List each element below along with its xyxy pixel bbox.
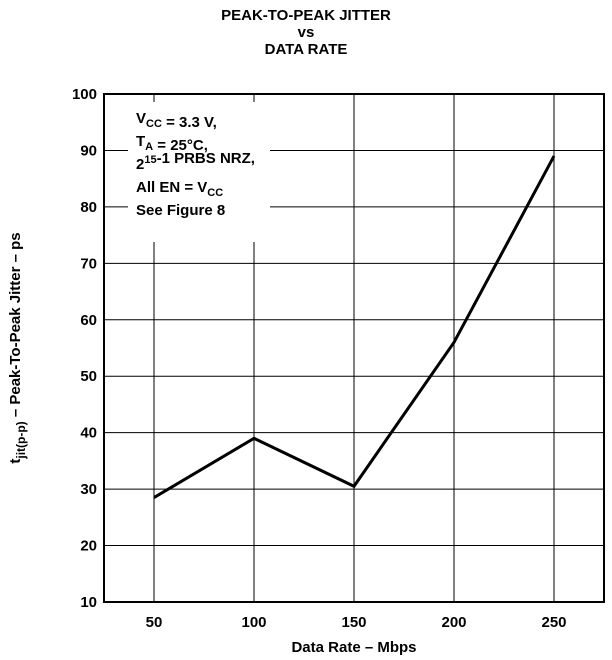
y-tick-label-20: 20 [80, 538, 97, 555]
y-tick-label-40: 40 [80, 425, 97, 442]
x-axis-label: Data Rate – Mbps [291, 639, 416, 656]
x-tick-label-100: 100 [241, 614, 266, 631]
condition-line-3: 215-1 PRBS NRZ, [136, 150, 255, 173]
condition-line-2: TA = 25°C, [136, 133, 208, 154]
chart-title-line-2: vs [297, 24, 315, 41]
data-series [153, 155, 556, 499]
y-axis-label: tjit(p-p) – Peak-To-Peak Jitter – ps [7, 232, 28, 463]
y-tick-label-60: 60 [80, 312, 97, 329]
y-tick-label-50: 50 [80, 368, 97, 385]
chart-title-line-3: DATA RATE [264, 41, 348, 58]
x-tick-label-50: 50 [146, 614, 163, 631]
chart-title-line-1: PEAK-TO-PEAK JITTER [221, 7, 391, 24]
condition-line-4: All EN = VCC [136, 179, 223, 199]
y-tick-label-10: 10 [80, 594, 97, 611]
condition-line-5: See Figure 8 [136, 202, 225, 219]
y-tick-label-30: 30 [80, 481, 97, 498]
conditions-box [128, 102, 270, 242]
y-tick-label-100: 100 [72, 86, 97, 103]
x-tick-labels: 50 100 150 200 250 [146, 614, 567, 631]
x-tick-label-250: 250 [541, 614, 566, 631]
x-tick-label-200: 200 [441, 614, 466, 631]
y-tick-label-70: 70 [80, 255, 97, 272]
plot-frame [103, 93, 605, 603]
y-tick-label-90: 90 [80, 142, 97, 159]
test-conditions: VCC = 3.3 V,TA = 25°C,215-1 PRBS NRZ, All… [136, 110, 255, 219]
y-tick-label-80: 80 [80, 199, 97, 216]
condition-line-1: VCC = 3.3 V, [136, 110, 217, 131]
x-tick-label-150: 150 [341, 614, 366, 631]
y-tick-labels: 10 20 30 40 50 60 70 80 90 100 [72, 86, 97, 611]
